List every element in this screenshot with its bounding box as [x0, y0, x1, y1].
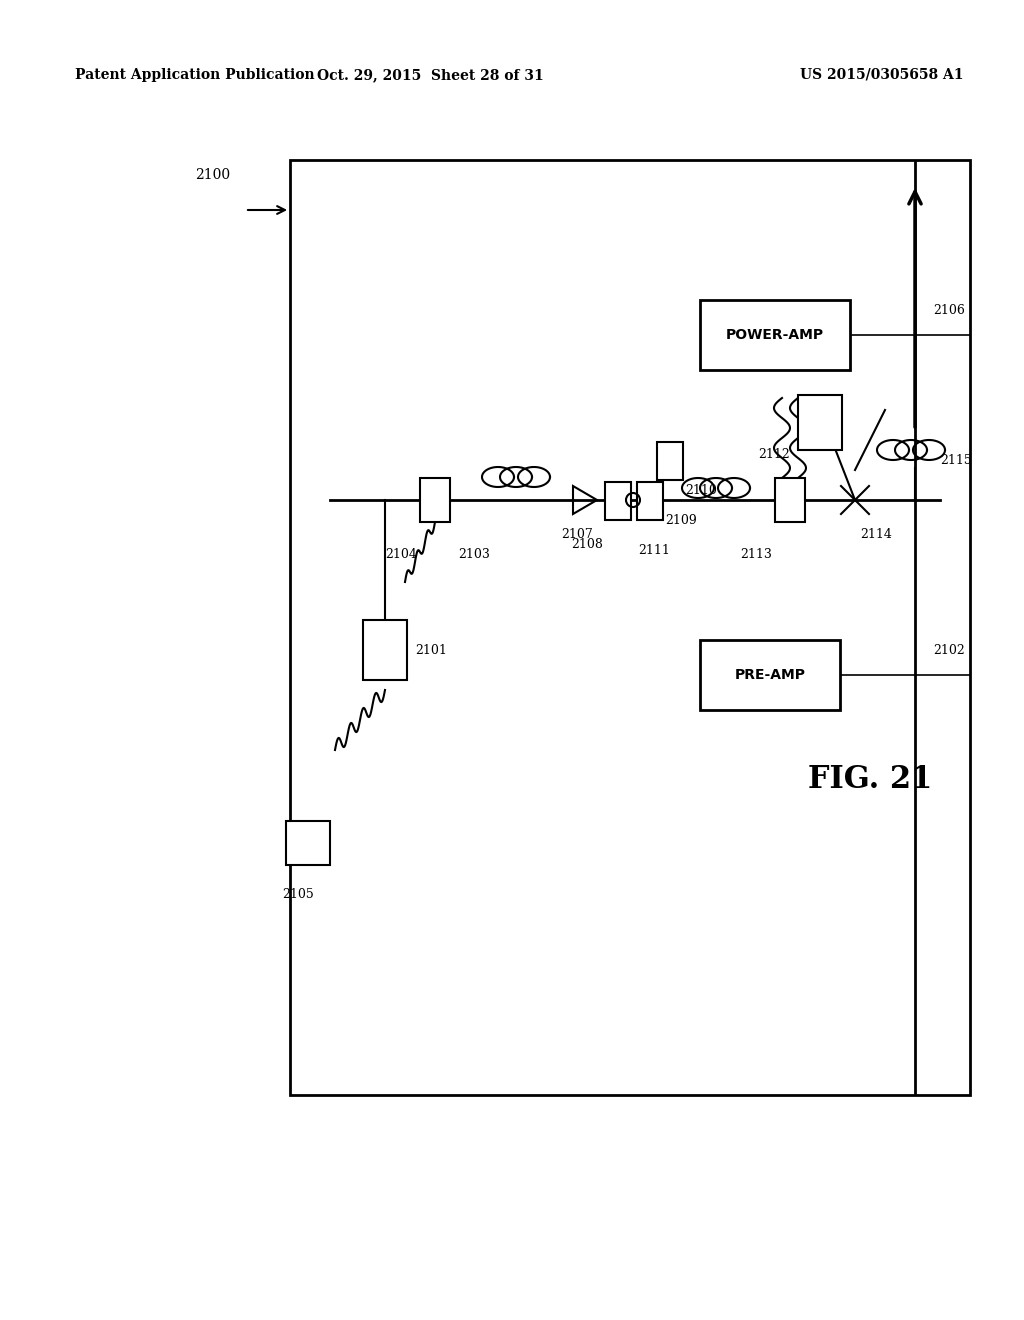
Bar: [775, 478, 805, 521]
Bar: [290, 160, 970, 1096]
Bar: [420, 478, 450, 521]
Bar: [286, 821, 330, 865]
Text: 2113: 2113: [740, 549, 772, 561]
Text: 2106: 2106: [933, 304, 965, 317]
Text: 2102: 2102: [933, 644, 965, 656]
Text: POWER-AMP: POWER-AMP: [726, 327, 824, 342]
Text: 2105: 2105: [283, 888, 314, 902]
Bar: [798, 395, 842, 450]
Text: 2110: 2110: [685, 483, 717, 496]
Text: 2101: 2101: [415, 644, 446, 656]
Text: 2107: 2107: [561, 528, 593, 541]
Text: US 2015/0305658 A1: US 2015/0305658 A1: [800, 69, 964, 82]
Text: 2104: 2104: [385, 549, 417, 561]
Text: 2109: 2109: [665, 513, 696, 527]
Bar: [362, 620, 407, 680]
Text: 2114: 2114: [860, 528, 892, 541]
Bar: [605, 482, 631, 520]
Text: 2103: 2103: [458, 549, 490, 561]
Text: 2115: 2115: [940, 454, 972, 466]
Bar: [657, 442, 683, 480]
Bar: [700, 640, 840, 710]
Text: PRE-AMP: PRE-AMP: [734, 668, 806, 682]
Text: 2111: 2111: [638, 544, 670, 557]
Text: Oct. 29, 2015  Sheet 28 of 31: Oct. 29, 2015 Sheet 28 of 31: [316, 69, 544, 82]
Text: 2108: 2108: [571, 539, 603, 552]
Text: FIG. 21: FIG. 21: [808, 764, 932, 796]
Text: Patent Application Publication: Patent Application Publication: [75, 69, 314, 82]
Text: 2100: 2100: [195, 168, 230, 182]
Text: 2112: 2112: [758, 449, 790, 462]
Bar: [700, 300, 850, 370]
Bar: [637, 482, 663, 520]
